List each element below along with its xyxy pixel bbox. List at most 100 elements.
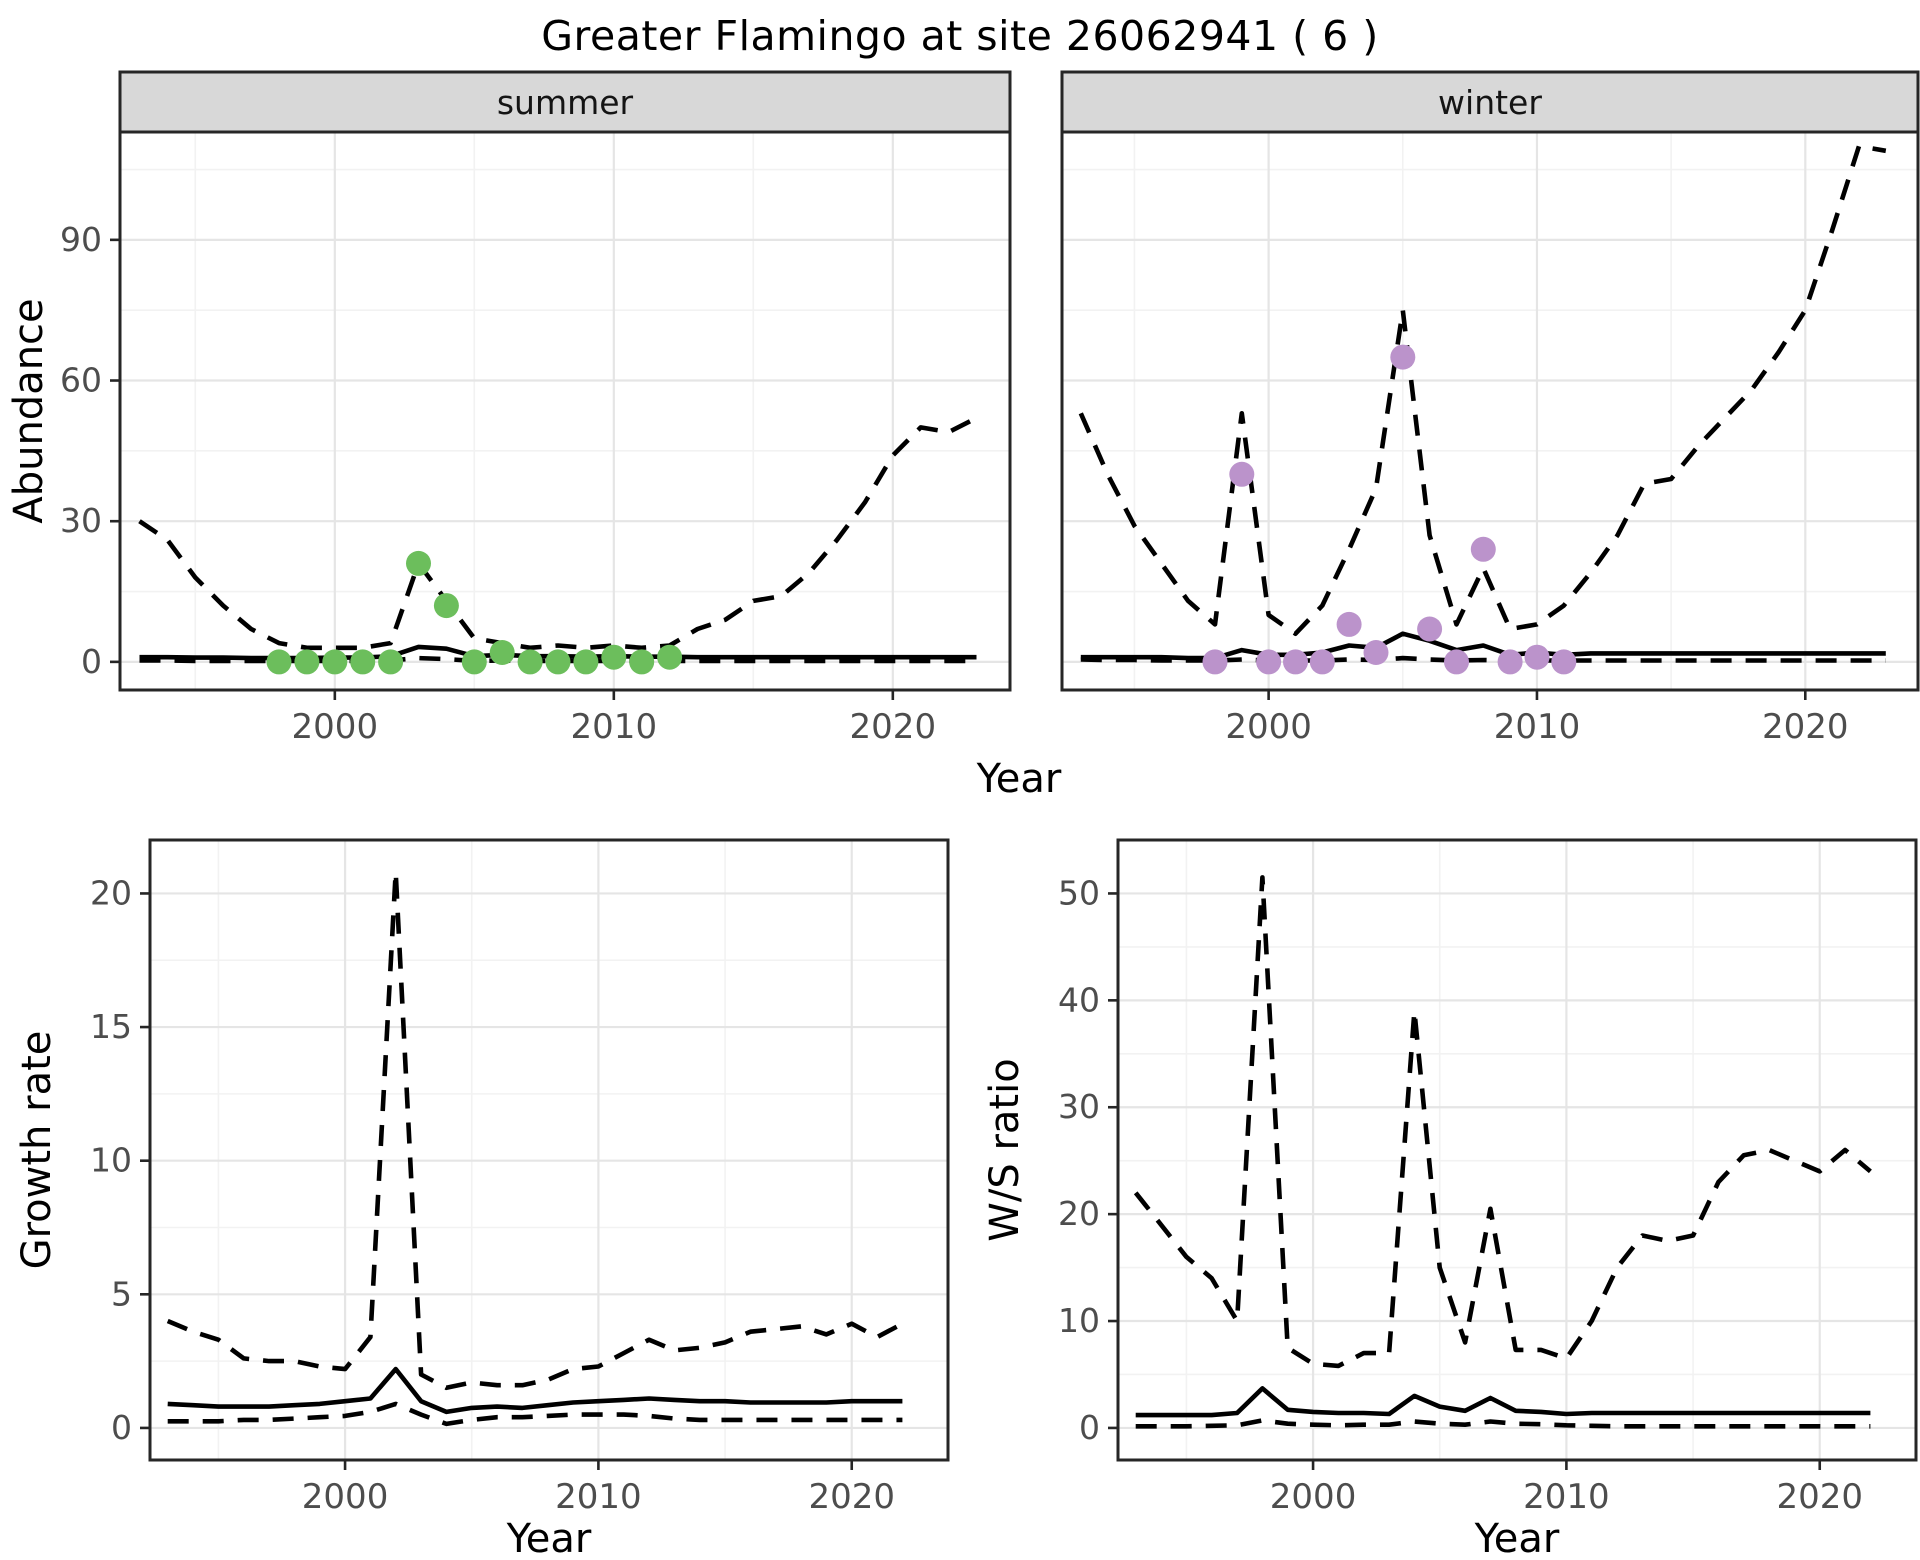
observation-dot	[1417, 616, 1443, 642]
observation-dot	[657, 644, 683, 670]
facet-strip-winter: winter	[1060, 70, 1920, 134]
panel-border	[118, 130, 1012, 692]
panel-border	[148, 838, 950, 1462]
abundance-panel-summer: 2000 2010 2020 0 30 60 90	[60, 130, 1012, 747]
y-tick-label: 20	[1058, 1194, 1100, 1233]
x-axis-title-year-top: Year	[976, 756, 1062, 802]
x-axis-ticks: 2000 2010 2020	[292, 690, 937, 747]
observation-dot	[1336, 611, 1362, 637]
observation-dot	[629, 649, 655, 675]
minor-gridlines	[1062, 132, 1918, 690]
observation-dot	[378, 649, 404, 675]
facet-strip-box	[118, 70, 1012, 134]
median-line	[1135, 1386, 1871, 1418]
x-tick-label: 2000	[1270, 1477, 1357, 1517]
x-tick-label: 2000	[302, 1477, 389, 1517]
x-tick-label: 2010	[555, 1477, 642, 1517]
facet-strip-summer: summer	[118, 70, 1012, 134]
minor-gridlines	[1118, 840, 1916, 1460]
observation-dot	[406, 550, 431, 576]
minor-gridlines	[120, 132, 1010, 690]
y-tick-label: 10	[1058, 1301, 1100, 1340]
observation-dot	[433, 593, 459, 619]
observed-counts	[1202, 344, 1577, 675]
x-tick-label: 2020	[1776, 1477, 1863, 1517]
y-tick-label: 30	[60, 501, 102, 540]
major-gridlines	[1118, 840, 1916, 1460]
y-tick-label: 20	[90, 873, 132, 912]
lower-ci-line	[1080, 655, 1886, 663]
panel-border	[1116, 838, 1918, 1462]
observation-dot	[1283, 649, 1308, 675]
y-tick-label: 15	[90, 1007, 132, 1046]
x-tick-label: 2010	[1494, 707, 1581, 747]
observation-dot	[545, 649, 571, 675]
upper-ci-line	[166, 869, 904, 1391]
minor-gridlines	[150, 840, 948, 1460]
y-axis-title-abundance: Abundance	[6, 298, 52, 523]
median-line	[1080, 631, 1886, 661]
y-axis-ticks: 0 10 20 30 40 50	[1058, 873, 1118, 1447]
observation-dot	[573, 649, 599, 675]
y-tick-label: 5	[111, 1274, 132, 1313]
growth-rate-plot: 2000 2010 2020 0 5 10 15 20	[90, 838, 950, 1517]
x-tick-label: 2010	[571, 707, 658, 747]
observation-dot	[1309, 649, 1335, 675]
x-axis-title-ws-ratio-plot: Year	[1474, 1516, 1560, 1560]
y-axis-title-ws-ratio-plot: W/S ratio	[982, 1058, 1028, 1241]
x-axis-ticks: 2000 2010 2020	[1270, 1460, 1863, 1517]
y-tick-label: 50	[1058, 873, 1100, 912]
y-axis-ticks: 0 5 10 15 20	[90, 873, 150, 1447]
median-line	[167, 1366, 903, 1415]
x-tick-label: 2010	[1523, 1477, 1610, 1517]
observation-dot	[1497, 649, 1523, 675]
x-tick-label: 2020	[850, 707, 937, 747]
observation-dot	[1524, 644, 1550, 670]
observation-dot	[350, 649, 376, 675]
observation-dot	[1363, 640, 1389, 665]
x-tick-label: 2000	[1225, 707, 1312, 747]
observation-dot	[1256, 649, 1282, 675]
y-tick-label: 90	[60, 220, 102, 259]
y-tick-label: 60	[60, 361, 102, 400]
y-tick-label: 0	[81, 642, 102, 681]
y-tick-label: 30	[1058, 1087, 1100, 1126]
x-tick-label: 2000	[292, 707, 379, 747]
facet-strip-label: winter	[1438, 83, 1542, 122]
observation-dot	[294, 649, 320, 675]
page-title: Greater Flamingo at site 26062941 ( 6 )	[541, 12, 1379, 60]
observation-dot	[1470, 536, 1496, 562]
y-axis-title-growth-rate-plot: Growth rate	[14, 1031, 60, 1270]
observation-dot	[322, 649, 348, 675]
y-tick-label: 0	[1079, 1408, 1100, 1447]
observation-dot	[1551, 649, 1577, 675]
upper-ci-line	[1133, 875, 1872, 1369]
x-axis-ticks: 2000 2010 2020	[302, 1460, 895, 1517]
observation-dot	[1202, 649, 1228, 675]
observation-dot	[266, 649, 292, 675]
lower-ci-line	[167, 1401, 903, 1427]
ws-ratio-plot: 2000 2010 2020 0 10 20 30 40 50	[1058, 838, 1918, 1517]
observation-dot	[1229, 461, 1255, 487]
y-tick-label: 40	[1058, 980, 1100, 1019]
major-gridlines	[150, 840, 948, 1460]
observation-dot	[1444, 649, 1469, 675]
observation-dot	[601, 644, 627, 670]
upper-ci-line	[1078, 143, 1887, 636]
major-gridlines	[1062, 132, 1918, 690]
abundance-panel-winter: 2000 2010 2020	[1060, 130, 1920, 747]
y-axis-ticks: 0 30 60 90	[60, 220, 120, 681]
y-tick-label: 10	[90, 1141, 132, 1180]
facet-strip-box	[1060, 70, 1920, 134]
observation-dot	[1390, 344, 1416, 370]
facet-strip-label: summer	[497, 83, 634, 122]
observation-dot	[461, 649, 487, 675]
upper-ci-line	[138, 415, 978, 651]
observed-counts	[266, 550, 683, 675]
x-tick-label: 2020	[1762, 707, 1849, 747]
observation-dot	[517, 649, 543, 675]
lower-ci-line	[1135, 1418, 1871, 1429]
